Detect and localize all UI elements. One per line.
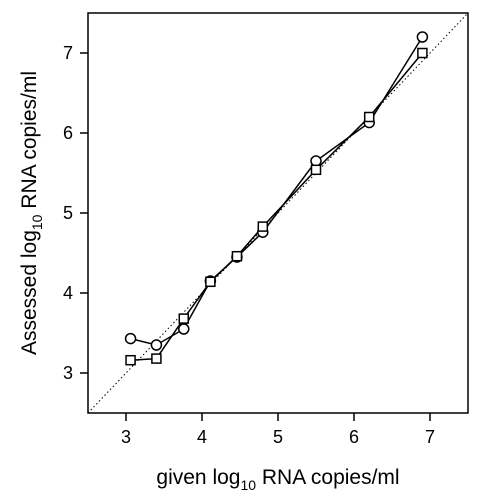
x-tick-label: 7 [425,427,435,447]
y-tick-label: 4 [63,283,73,303]
x-axis: 3 4 5 6 7 [121,413,435,447]
square-marker [178,313,190,324]
x-tick-label: 3 [121,427,131,447]
y-tick-label: 6 [63,123,73,143]
square-marker [231,250,243,262]
circle-marker [416,31,429,43]
circle-marker [124,332,137,345]
square-marker [205,276,216,288]
series-circle-line [130,36,424,346]
square-marker [151,353,162,364]
square-marker [125,354,136,366]
square-marker [310,164,322,176]
square-marker [257,221,269,232]
x-tick-label: 4 [197,427,207,447]
x-axis-label: given log10 RNA copies/ml [156,466,399,490]
y-tick-label: 3 [63,363,73,383]
x-tick-label: 5 [273,427,283,447]
circle-marker [150,339,163,351]
y-axis-label: Assessed log10 RNA copies/ml [18,71,45,355]
series-square-line [130,52,423,361]
circle-marker [310,155,322,167]
series-layer [124,31,429,366]
square-marker [417,47,428,59]
square-marker [363,111,375,123]
y-tick-label: 7 [63,43,73,63]
y-tick-label: 5 [63,203,73,223]
circle-marker [178,323,190,335]
x-tick-label: 6 [349,427,359,447]
y-axis: 3 4 5 6 7 [63,43,88,383]
